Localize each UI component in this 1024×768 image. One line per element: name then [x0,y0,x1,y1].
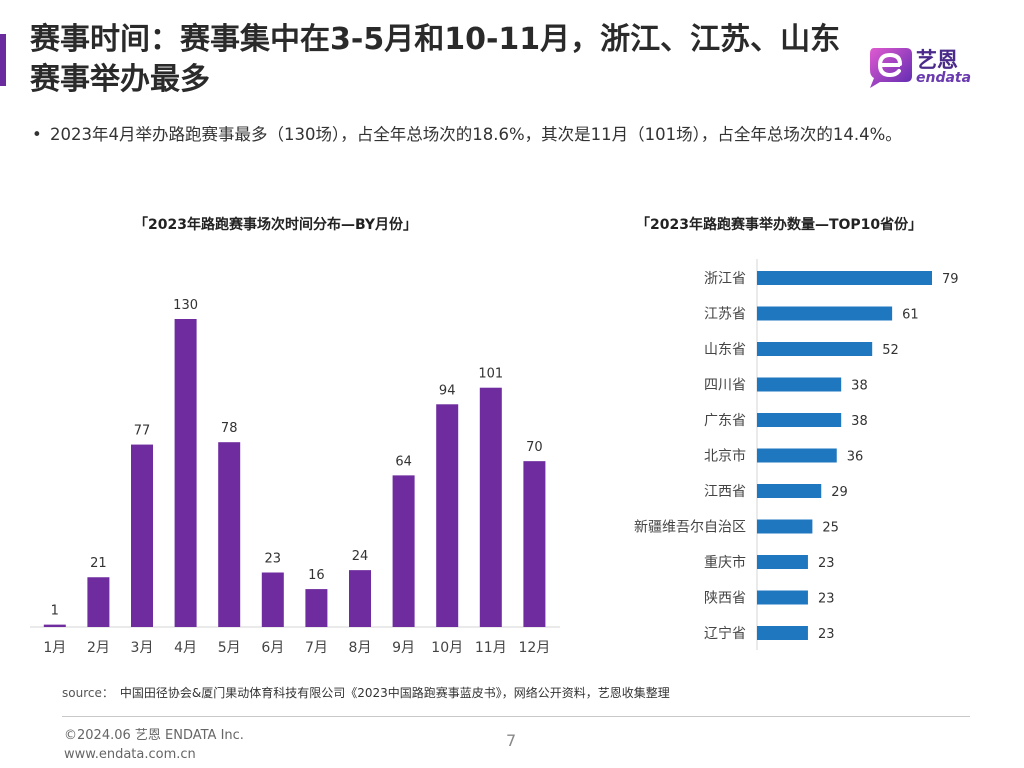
data-label-5月: 78 [221,421,238,436]
logo-english-text: endata [916,70,972,86]
data-label-10月: 94 [439,383,456,398]
x-tick-label-10月: 10月 [431,640,463,656]
x-tick-label-4月: 4月 [174,640,197,656]
bar-1月 [43,624,66,627]
data-label-1月: 1 [51,604,59,619]
bar-北京市 [757,448,837,463]
bar-5月 [218,442,241,627]
x-tick-label-9月: 9月 [392,640,415,656]
y-tick-label-广东省: 广东省 [704,413,746,429]
y-tick-label-山东省: 山东省 [704,342,746,358]
data-label-2月: 21 [90,556,107,571]
source-prefix: source： [62,686,114,700]
logo-chinese-text: 艺恩 [916,48,958,72]
bar-江苏省 [757,306,893,321]
data-label-广东省: 38 [851,414,868,429]
bar-3月 [131,444,153,627]
data-label-四川省: 38 [851,379,868,394]
footer-divider [62,716,970,717]
y-tick-label-江西省: 江西省 [704,484,746,500]
monthly-chart-title: 「2023年路跑赛事场次时间分布—BY月份」 [134,217,418,233]
x-tick-label-6月: 6月 [261,640,284,656]
bullet-text: 2023年4月举办路跑赛事最多（130场），占全年总场次的18.6%，其次是11… [50,125,902,144]
y-tick-label-陕西省: 陕西省 [704,591,746,607]
data-label-辽宁省: 23 [818,627,835,642]
bullet-marker: • [32,125,42,144]
data-label-江苏省: 61 [902,308,919,323]
data-label-11月: 101 [478,367,503,382]
x-tick-label-5月: 5月 [218,640,241,656]
data-label-北京市: 36 [847,450,864,465]
x-tick-label-11月: 11月 [475,640,507,656]
copyright: ©2024.06 艺恩 ENDATA Inc. [64,728,244,743]
page-title: 赛事时间：赛事集中在3-5月和10-11月，浙江、江苏、山东赛事举办最多 [30,22,841,97]
data-label-山东省: 52 [882,343,899,358]
x-tick-label-8月: 8月 [349,640,372,656]
summary-bullet: • 2023年4月举办路跑赛事最多（130场），占全年总场次的18.6%，其次是… [32,118,992,152]
data-label-12月: 70 [526,440,543,455]
bar-10月 [436,404,459,627]
source-note: source： 中国田径协会&厦门果动体育科技有限公司《2023中国路跑赛事蓝皮书… [62,684,670,701]
bar-广东省 [757,413,842,427]
bar-7月 [305,589,328,627]
source-text: 中国田径协会&厦门果动体育科技有限公司《2023中国路跑赛事蓝皮书》，网络公开资… [119,686,670,700]
bar-6月 [261,572,284,627]
data-label-4月: 130 [173,298,198,313]
bar-12月 [523,461,546,627]
bar-重庆市 [757,555,808,569]
province-bar-chart: 79 浙江省 61 江苏省 52 山东省 38 四川省 38 广东省 36 北京市 29 江西省 25 新疆维… [634,259,959,650]
y-tick-label-重庆市: 重庆市 [704,554,746,571]
data-label-7月: 16 [308,568,325,583]
y-tick-label-新疆维吾尔自治区: 新疆维吾尔自治区 [634,520,746,536]
monthly-bar-chart: 11月212月773月1304月785月236月167月248月649月9410… [30,298,560,656]
y-tick-label-北京市: 北京市 [704,448,746,465]
bar-江西省 [757,484,822,498]
bar-4月 [174,319,197,627]
bar-浙江省 [757,271,932,285]
data-label-9月: 64 [395,454,412,469]
bar-四川省 [757,377,842,392]
endata-logo-icon [870,48,912,88]
data-label-陕西省: 23 [818,592,835,607]
bar-辽宁省 [757,626,808,640]
y-tick-label-浙江省: 浙江省 [704,271,746,287]
bar-11月 [479,387,502,627]
province-chart-title: 「2023年路跑赛事举办数量—TOP10省份」 [636,217,923,233]
bar-新疆维吾尔自治区 [757,519,813,534]
data-label-浙江省: 79 [942,272,959,287]
y-tick-label-四川省: 四川省 [704,378,746,394]
x-tick-label-2月: 2月 [87,640,110,656]
bar-9月 [392,475,415,627]
bar-陕西省 [757,590,808,605]
page-number: 7 [506,731,517,750]
data-label-江西省: 29 [831,485,848,500]
data-label-新疆维吾尔自治区: 25 [822,521,839,536]
data-label-重庆市: 23 [818,556,835,571]
x-tick-label-1月: 1月 [43,640,66,656]
y-tick-label-辽宁省: 辽宁省 [704,625,746,642]
website-link[interactable]: www.endata.com.cn [64,747,196,762]
bar-2月 [87,577,110,627]
x-tick-label-3月: 3月 [131,640,154,656]
title-accent-bar [0,34,6,86]
data-label-6月: 23 [265,552,282,567]
bar-8月 [349,570,371,627]
endata-logo: 艺恩 endata [866,42,994,90]
bar-山东省 [757,342,873,356]
y-tick-label-江苏省: 江苏省 [704,307,746,323]
x-tick-label-7月: 7月 [305,640,328,656]
x-tick-label-12月: 12月 [518,640,550,656]
data-label-3月: 77 [134,424,151,439]
data-label-8月: 24 [352,549,369,564]
